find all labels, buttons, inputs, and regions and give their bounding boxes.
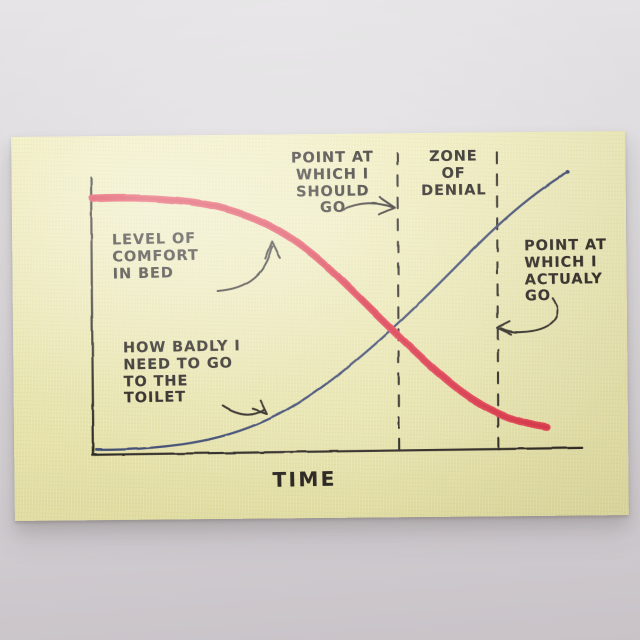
label-point-actualy-go: POINT AT WHICH I ACTUALY GO	[523, 236, 607, 305]
hand-drawn-chart	[88, 151, 584, 456]
series-need-to-go-toilet	[95, 170, 570, 451]
annotation-arrows	[216, 196, 559, 416]
x-axis	[91, 446, 584, 456]
label-how-badly-need-toilet: HOW BADLY I NEED TO GO TO THE TOILET	[122, 338, 241, 407]
label-level-of-comfort: LEVEL OF COMFORT IN BED	[111, 230, 199, 283]
label-zone-of-denial: ZONE OF DENIAL	[420, 148, 487, 199]
arrow-should-go	[340, 196, 396, 216]
chart-axes	[89, 177, 584, 456]
label-x-axis-time: TIME	[272, 466, 337, 492]
y-axis	[89, 177, 95, 456]
series-level-of-comfort	[88, 194, 551, 431]
arrow-how-badly	[221, 399, 268, 416]
dashed-marker-lines	[396, 151, 500, 453]
label-point-should-go: POINT AT WHICH I SHOULD GO	[290, 149, 374, 217]
sticky-note: LEVEL OF COMFORT IN BED HOW BADLY I NEED…	[11, 131, 629, 521]
arrow-level-of-comfort	[216, 240, 282, 292]
dashed-line-should-go	[396, 152, 401, 453]
dashed-line-actualy-go	[495, 151, 500, 452]
arrow-actualy-go	[496, 296, 559, 336]
